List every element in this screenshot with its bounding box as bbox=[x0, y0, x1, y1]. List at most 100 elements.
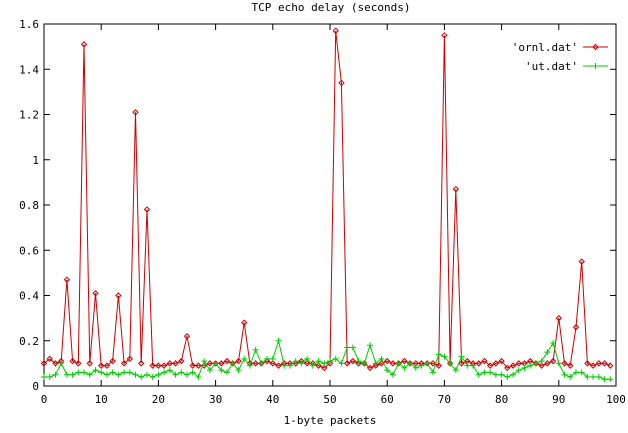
data-point bbox=[607, 362, 614, 369]
data-point bbox=[578, 369, 585, 376]
data-point bbox=[69, 371, 76, 378]
data-point bbox=[344, 344, 351, 351]
data-point bbox=[252, 360, 259, 367]
data-point bbox=[441, 353, 448, 360]
y-tick-label: 0 bbox=[32, 380, 39, 393]
data-point bbox=[321, 364, 328, 372]
data-point bbox=[246, 362, 253, 369]
data-point bbox=[86, 360, 93, 367]
data-point bbox=[589, 362, 597, 369]
data-point bbox=[120, 360, 128, 367]
data-point bbox=[366, 364, 374, 372]
data-point bbox=[372, 360, 379, 367]
data-point bbox=[166, 367, 173, 374]
data-point bbox=[155, 362, 162, 369]
data-point bbox=[115, 371, 122, 378]
data-point bbox=[206, 360, 214, 367]
data-point bbox=[367, 342, 374, 349]
data-point bbox=[138, 373, 145, 380]
data-point bbox=[92, 367, 99, 374]
data-point bbox=[492, 371, 499, 378]
y-axis: 0 0.2 0.4 0.6 0.8 1 1.2 1.4 1.6 bbox=[19, 18, 616, 393]
data-point bbox=[475, 360, 482, 367]
data-point bbox=[550, 340, 557, 347]
data-point bbox=[555, 314, 563, 322]
series-1 bbox=[41, 337, 614, 383]
data-point bbox=[481, 357, 488, 365]
data-point bbox=[75, 360, 82, 367]
data-point bbox=[332, 27, 339, 34]
x-tick-label: 80 bbox=[495, 393, 508, 406]
data-point bbox=[298, 360, 305, 367]
data-point bbox=[115, 292, 122, 299]
data-point bbox=[97, 362, 105, 369]
data-point bbox=[315, 362, 322, 369]
data-point bbox=[212, 360, 219, 367]
data-point bbox=[292, 358, 299, 365]
data-point bbox=[81, 369, 88, 376]
data-point bbox=[401, 364, 408, 371]
data-point bbox=[235, 367, 242, 374]
data-point bbox=[178, 357, 185, 365]
data-point bbox=[572, 323, 580, 331]
data-point bbox=[229, 360, 236, 367]
data-point bbox=[327, 358, 333, 365]
data-point bbox=[46, 355, 53, 363]
data-point bbox=[510, 371, 517, 378]
data-point bbox=[601, 376, 608, 383]
data-point bbox=[166, 360, 174, 367]
data-point bbox=[275, 362, 282, 369]
data-point bbox=[424, 360, 431, 367]
data-point bbox=[80, 41, 88, 48]
data-point bbox=[109, 357, 116, 365]
data-point bbox=[143, 371, 150, 378]
data-point bbox=[41, 373, 47, 380]
plot-frame bbox=[43, 23, 617, 387]
data-point bbox=[498, 357, 505, 365]
x-tick-label: 100 bbox=[606, 393, 626, 406]
data-point bbox=[149, 373, 156, 380]
data-point bbox=[195, 362, 202, 369]
data-point bbox=[303, 360, 311, 367]
data-point bbox=[172, 371, 179, 378]
data-point bbox=[584, 373, 591, 380]
y-tick-label: 1.2 bbox=[19, 109, 39, 122]
data-point bbox=[395, 360, 402, 367]
data-point bbox=[561, 371, 568, 378]
data-point bbox=[201, 358, 208, 365]
data-point bbox=[103, 362, 111, 369]
data-point bbox=[475, 371, 482, 378]
data-point bbox=[161, 369, 168, 376]
data-point bbox=[224, 369, 231, 376]
data-point bbox=[126, 355, 134, 363]
data-point bbox=[69, 357, 76, 365]
series-line bbox=[43, 30, 611, 369]
data-point bbox=[195, 373, 202, 380]
data-point bbox=[407, 360, 414, 367]
data-point bbox=[63, 371, 70, 378]
data-point bbox=[435, 351, 442, 358]
data-point bbox=[269, 355, 276, 362]
data-point bbox=[63, 276, 71, 283]
data-point bbox=[486, 362, 494, 369]
data-point bbox=[429, 360, 437, 367]
data-point bbox=[321, 360, 328, 367]
data-point bbox=[447, 360, 454, 367]
data-point bbox=[458, 360, 465, 367]
data-point bbox=[470, 362, 476, 369]
data-point bbox=[515, 360, 522, 367]
data-point bbox=[109, 369, 116, 376]
data-point bbox=[132, 109, 139, 116]
data-point bbox=[126, 369, 133, 376]
data-point bbox=[389, 371, 396, 378]
data-point bbox=[544, 360, 551, 367]
data-point bbox=[349, 344, 356, 351]
data-point bbox=[218, 360, 225, 367]
data-point bbox=[498, 371, 505, 378]
data-point bbox=[561, 360, 568, 367]
data-point bbox=[223, 357, 231, 365]
series-line bbox=[44, 338, 611, 380]
data-point bbox=[372, 362, 379, 369]
data-point bbox=[452, 185, 460, 193]
